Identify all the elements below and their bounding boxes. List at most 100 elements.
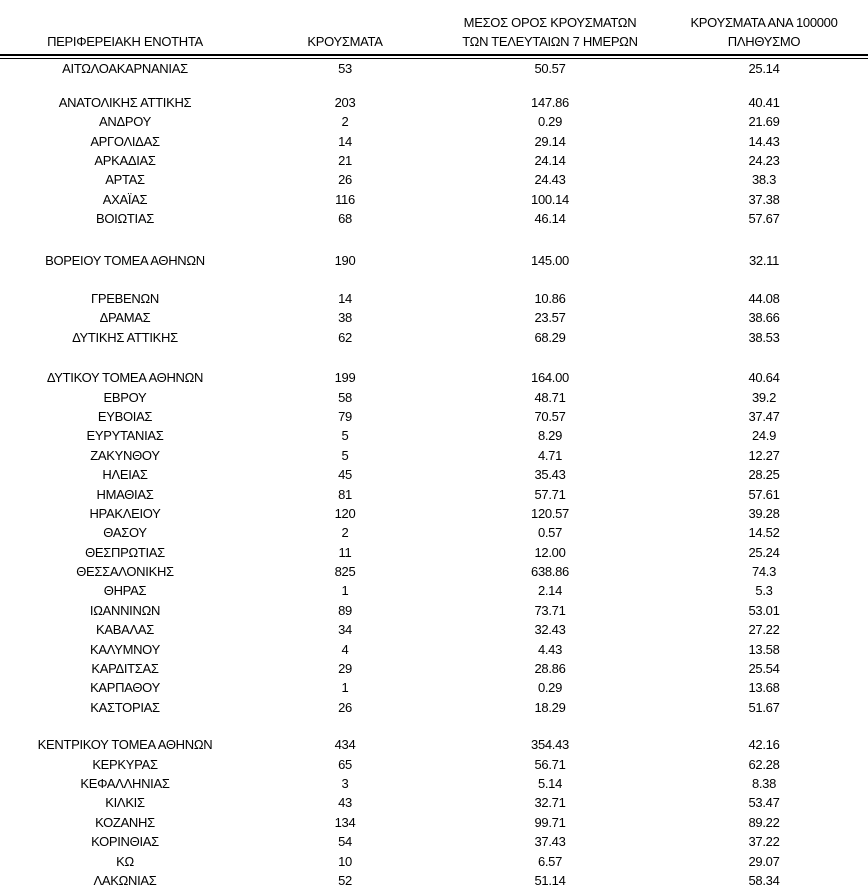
blank-row-spacer bbox=[0, 270, 868, 289]
table-row: ΔΥΤΙΚΟΥ ΤΟΜΕΑ ΑΘΗΝΩΝ 199 164.00 40.64 bbox=[0, 368, 868, 387]
cases-value-cell: 68 bbox=[338, 211, 352, 227]
region-name-cell: ΚΕΝΤΡΙΚΟΥ ΤΟΜΕΑ ΑΘΗΝΩΝ bbox=[37, 737, 213, 753]
avg7-value-cell: 0.29 bbox=[537, 114, 563, 130]
avg7-value-cell: 23.57 bbox=[534, 310, 566, 326]
region-name-cell: ΚΑΣΤΟΡΙΑΣ bbox=[90, 699, 160, 715]
avg7-value-cell: 164.00 bbox=[531, 370, 569, 386]
per100k-value-cell: 40.64 bbox=[748, 370, 780, 386]
cases-value-cell: 53 bbox=[338, 60, 352, 76]
cases-value-cell: 1 bbox=[341, 680, 349, 696]
per100k-value-cell: 40.41 bbox=[748, 94, 780, 110]
avg7-value-cell: 0.57 bbox=[537, 525, 563, 541]
cases-value-cell: 14 bbox=[338, 133, 352, 149]
avg7-value-cell: 56.71 bbox=[534, 756, 566, 772]
per100k-value-cell: 14.52 bbox=[748, 525, 780, 541]
region-name-cell: ΑΡΓΟΛΙΔΑΣ bbox=[90, 133, 160, 149]
avg7-value-cell: 638.86 bbox=[531, 564, 569, 580]
table-row: ΚΙΛΚΙΣ 43 32.71 53.47 bbox=[0, 793, 868, 812]
column-header-regional-unit: ΠΕΡΙΦΕΡΕΙΑΚΗ ΕΝΟΤΗΤΑ bbox=[0, 32, 250, 51]
table-row: ΑΡΤΑΣ 26 24.43 38.3 bbox=[0, 170, 868, 189]
region-name-cell: ΙΩΑΝΝΙΝΩΝ bbox=[89, 602, 161, 618]
per100k-value-cell: 14.43 bbox=[748, 133, 780, 149]
avg7-value-cell: 6.57 bbox=[537, 853, 563, 869]
avg7-value-cell: 46.14 bbox=[534, 211, 566, 227]
avg7-value-cell: 99.71 bbox=[534, 814, 566, 830]
table-row: ΒΟΙΩΤΙΑΣ 68 46.14 57.67 bbox=[0, 209, 868, 228]
per100k-value-cell: 38.53 bbox=[748, 329, 780, 345]
table-row: ΚΕΝΤΡΙΚΟΥ ΤΟΜΕΑ ΑΘΗΝΩΝ 434 354.43 42.16 bbox=[0, 735, 868, 754]
cases-value-cell: 2 bbox=[341, 114, 349, 130]
region-name-cell: ΘΕΣΠΡΩΤΙΑΣ bbox=[85, 544, 165, 560]
region-name-cell: ΚΕΡΚΥΡΑΣ bbox=[92, 756, 158, 772]
cases-value-cell: 434 bbox=[334, 737, 356, 753]
cases-value-cell: 58 bbox=[338, 389, 352, 405]
cases-value-cell: 190 bbox=[334, 252, 356, 268]
table-row: ΔΥΤΙΚΗΣ ΑΤΤΙΚΗΣ 62 68.29 38.53 bbox=[0, 328, 868, 347]
region-name-cell: ΑΧΑΪΑΣ bbox=[102, 191, 148, 207]
table-row: ΕΥΡΥΤΑΝΙΑΣ 5 8.29 24.9 bbox=[0, 426, 868, 445]
region-name-cell: ΘΑΣΟΥ bbox=[103, 525, 147, 541]
per100k-value-cell: 42.16 bbox=[748, 737, 780, 753]
region-name-cell: ΒΟΡΕΙΟΥ ΤΟΜΕΑ ΑΘΗΝΩΝ bbox=[45, 252, 205, 268]
table-row: ΑΝΑΤΟΛΙΚΗΣ ΑΤΤΙΚΗΣ 203 147.86 40.41 bbox=[0, 93, 868, 112]
cases-value-cell: 26 bbox=[338, 172, 352, 188]
table-header-row: ΠΕΡΙΦΕΡΕΙΑΚΗ ΕΝΟΤΗΤΑ ΚΡΟΥΣΜΑΤΑ ΜΕΣΟΣ ΟΡΟ… bbox=[0, 0, 868, 54]
table-row: ΗΛΕΙΑΣ 45 35.43 28.25 bbox=[0, 465, 868, 484]
avg7-value-cell: 4.71 bbox=[537, 447, 563, 463]
per100k-value-cell: 58.34 bbox=[748, 872, 780, 888]
table-row: ΑΝΔΡΟΥ 2 0.29 21.69 bbox=[0, 112, 868, 131]
avg7-value-cell: 5.14 bbox=[537, 776, 563, 791]
table-row: ΚΑΒΑΛΑΣ 34 32.43 27.22 bbox=[0, 620, 868, 639]
table-row: ΑΡΓΟΛΙΔΑΣ 14 29.14 14.43 bbox=[0, 132, 868, 151]
table-row: ΚΟΡΙΝΘΙΑΣ 54 37.43 37.22 bbox=[0, 832, 868, 851]
cases-value-cell: 21 bbox=[338, 153, 352, 169]
per100k-value-cell: 51.67 bbox=[748, 699, 780, 715]
cases-value-cell: 134 bbox=[334, 814, 356, 830]
avg7-value-cell: 18.29 bbox=[534, 699, 566, 715]
cases-value-cell: 5 bbox=[341, 447, 349, 463]
table-row: ΕΥΒΟΙΑΣ 79 70.57 37.47 bbox=[0, 407, 868, 426]
table-row: ΚΩ 10 6.57 29.07 bbox=[0, 852, 868, 871]
avg7-value-cell: 32.71 bbox=[534, 795, 566, 811]
per100k-value-cell: 21.69 bbox=[748, 114, 780, 130]
table-row: ΚΑΡΔΙΤΣΑΣ 29 28.86 25.54 bbox=[0, 659, 868, 678]
per100k-value-cell: 25.14 bbox=[748, 60, 780, 76]
column-header-label-line2: ΠΛΗΘΥΣΜΟ bbox=[727, 34, 801, 49]
avg7-value-cell: 29.14 bbox=[534, 133, 566, 149]
avg7-value-cell: 35.43 bbox=[534, 467, 566, 483]
avg7-value-cell: 120.57 bbox=[531, 505, 569, 521]
per100k-value-cell: 38.3 bbox=[751, 172, 777, 188]
region-name-cell: ΚΩ bbox=[116, 853, 134, 869]
per100k-value-cell: 39.2 bbox=[751, 389, 777, 405]
region-name-cell: ΗΜΑΘΙΑΣ bbox=[96, 486, 154, 502]
cases-value-cell: 54 bbox=[338, 834, 352, 850]
region-name-cell: ΕΥΒΟΙΑΣ bbox=[97, 408, 153, 424]
per100k-value-cell: 32.11 bbox=[748, 252, 780, 268]
per100k-value-cell: 13.58 bbox=[748, 641, 780, 657]
avg7-value-cell: 57.71 bbox=[534, 486, 566, 502]
per100k-value-cell: 74.3 bbox=[751, 564, 777, 580]
table-row: ΑΙΤΩΛΟΑΚΑΡΝΑΝΙΑΣ 53 50.57 25.14 bbox=[0, 59, 868, 78]
avg7-value-cell: 4.43 bbox=[537, 641, 563, 657]
avg7-value-cell: 354.43 bbox=[531, 737, 569, 753]
region-name-cell: ΛΑΚΩΝΙΑΣ bbox=[93, 872, 157, 888]
table-row: ΚΑΣΤΟΡΙΑΣ 26 18.29 51.67 bbox=[0, 698, 868, 717]
avg7-value-cell: 51.14 bbox=[534, 872, 566, 888]
table-row: ΒΟΡΕΙΟΥ ΤΟΜΕΑ ΑΘΗΝΩΝ 190 145.00 32.11 bbox=[0, 251, 868, 270]
table-row: ΚΑΛΥΜΝΟΥ 4 4.43 13.58 bbox=[0, 640, 868, 659]
table-row: ΗΜΑΘΙΑΣ 81 57.71 57.61 bbox=[0, 485, 868, 504]
avg7-value-cell: 48.71 bbox=[534, 389, 566, 405]
table-row: ΗΡΑΚΛΕΙΟΥ 120 120.57 39.28 bbox=[0, 504, 868, 523]
cases-value-cell: 81 bbox=[338, 486, 352, 502]
avg7-value-cell: 147.86 bbox=[531, 94, 569, 110]
header-divider-double-rule bbox=[0, 54, 868, 59]
cases-value-cell: 1 bbox=[341, 583, 349, 599]
column-header-label-line1: ΚΡΟΥΣΜΑΤΑ ΑΝΑ 100000 bbox=[690, 15, 838, 30]
table-row: ΚΟΖΑΝΗΣ 134 99.71 89.22 bbox=[0, 813, 868, 832]
column-header-7day-average: ΜΕΣΟΣ ΟΡΟΣ ΚΡΟΥΣΜΑΤΩΝ ΤΩΝ ΤΕΛΕΥΤΑΙΩΝ 7 Η… bbox=[440, 13, 660, 51]
per100k-value-cell: 53.47 bbox=[748, 795, 780, 811]
avg7-value-cell: 12.00 bbox=[534, 544, 566, 560]
region-name-cell: ΓΡΕΒΕΝΩΝ bbox=[91, 291, 159, 307]
region-name-cell: ΑΝΔΡΟΥ bbox=[99, 114, 151, 130]
